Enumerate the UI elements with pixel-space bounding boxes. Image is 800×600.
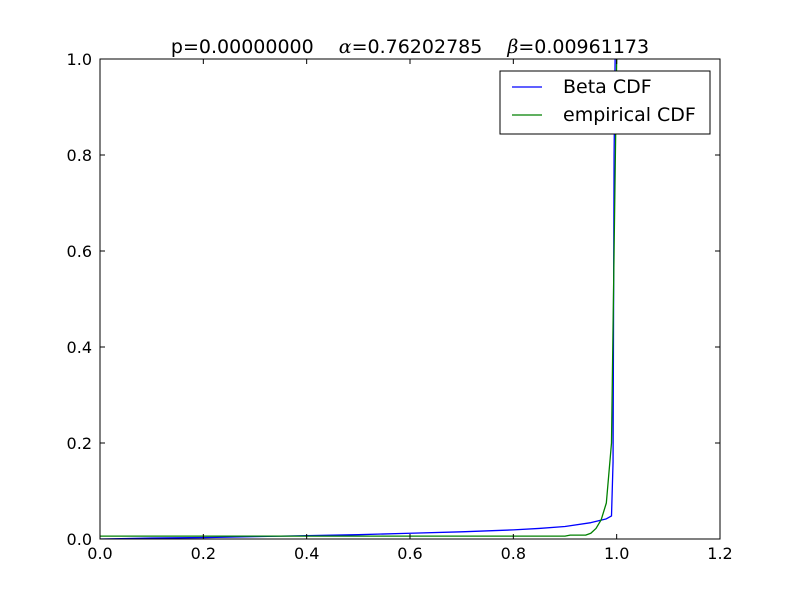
x-tick-label: 0.2 [191,544,216,563]
legend: Beta CDF empirical CDF [499,70,711,135]
x-tick-label: 1.0 [604,544,629,563]
x-tick-label: 0.6 [397,544,422,563]
title-alpha-value: =0.76202785 [352,36,483,58]
title-beta-symbol: β [506,36,518,58]
title-alpha-symbol: α [339,36,352,58]
series-layer [100,59,618,539]
chart-title: p=0.00000000 α=0.76202785 β=0.00961173 [171,36,649,58]
y-tick-label: 0.8 [67,146,92,165]
series-line-beta-cdf [100,59,616,539]
x-tick-label: 0.8 [501,544,526,563]
x-tick-label: 1.2 [707,544,732,563]
legend-box [499,70,711,135]
legend-label-empirical-cdf: empirical CDF [563,104,696,126]
y-tick-label: 0.2 [67,434,92,453]
title-p: p=0.00000000 [171,36,314,58]
y-tick-label: 1.0 [67,50,92,69]
y-tick-label: 0.4 [67,338,92,357]
y-tick-label: 0.0 [67,530,92,549]
title-beta-value: =0.00961173 [518,36,649,58]
series-line-empirical-cdf [100,59,618,537]
x-tick-label: 0.0 [87,544,112,563]
ticks-layer: 0.0 0.2 0.4 0.6 0.8 1.0 1.2 0.0 0.2 0.4 0.6 0.8 1.0 [67,50,733,563]
x-tick-label: 0.4 [294,544,319,563]
y-tick-label: 0.6 [67,242,92,261]
legend-label-beta-cdf: Beta CDF [563,76,652,98]
plot-frame [99,58,721,540]
